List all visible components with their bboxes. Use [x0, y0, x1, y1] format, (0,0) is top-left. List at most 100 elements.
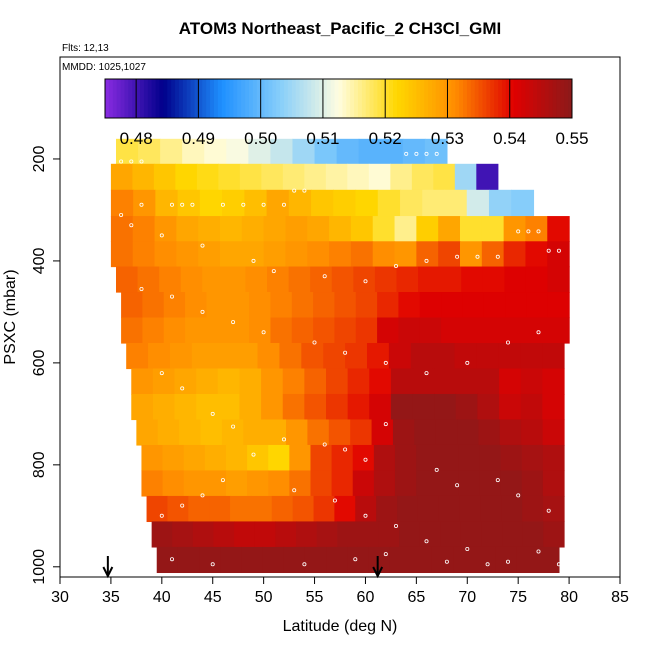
heatmap-cell: [372, 241, 396, 268]
heatmap-cell: [371, 419, 394, 446]
colorbar-swatch: [431, 79, 437, 118]
heatmap-cell: [438, 241, 461, 268]
observation-point: [343, 447, 348, 452]
heatmap-cell: [424, 138, 448, 165]
heatmap-cell: [213, 343, 237, 370]
heatmap-cell: [350, 241, 374, 268]
heatmap-cell: [279, 343, 302, 370]
heatmap-cell: [239, 163, 262, 191]
heatmap-cell: [455, 368, 479, 395]
heatmap-cell: [137, 266, 160, 293]
heatmap-cell: [121, 317, 144, 344]
heatmap-cell: [537, 546, 560, 574]
colorbar-tick-label: 0.55: [555, 129, 588, 148]
heatmap-cell: [314, 138, 338, 165]
colorbar-swatch: [307, 79, 312, 118]
heatmap-cell: [398, 292, 421, 319]
heatmap-cell: [437, 444, 459, 472]
heatmap-cell: [388, 343, 412, 370]
heatmap-cell: [200, 419, 223, 446]
heatmap-cell: [185, 292, 208, 319]
colorbar-swatch: [108, 79, 114, 118]
heatmap-cell: [182, 138, 205, 165]
colorbar-swatch: [412, 79, 417, 118]
colorbar-swatch: [237, 79, 242, 118]
colorbar-swatch: [190, 79, 196, 118]
heatmap-cell: [202, 266, 225, 293]
heatmap-cell: [437, 470, 459, 497]
heatmap-cell: [160, 138, 183, 165]
heatmap-cell: [520, 343, 543, 370]
colorbar-swatch: [299, 79, 304, 118]
x-tick-label: 45: [204, 589, 222, 606]
heatmap-cell: [177, 546, 200, 574]
heatmap-cell: [495, 546, 518, 574]
colorbar-swatch: [560, 79, 565, 118]
observation-point: [322, 274, 327, 279]
heatmap-cell: [177, 189, 201, 217]
heatmap-cell: [432, 343, 456, 370]
heatmap-cell: [275, 521, 297, 548]
heatmap-cell: [133, 189, 156, 217]
colorbar-swatch: [276, 79, 281, 118]
colorbar-swatch: [533, 79, 538, 118]
colorbar-swatch: [498, 79, 503, 118]
observation-point: [343, 350, 348, 355]
heatmap-cell: [390, 393, 414, 421]
x-tick-label: 85: [611, 589, 629, 606]
heatmap-cell: [390, 163, 413, 191]
colorbar-swatch: [225, 79, 231, 118]
heatmap-cell: [307, 216, 330, 242]
heatmap-cell: [304, 546, 327, 574]
colorbar-swatch: [295, 79, 301, 118]
colorbar-swatch: [326, 79, 332, 118]
y-axis: 200 400 600 800 1000: [31, 146, 60, 585]
observation-point: [455, 254, 460, 259]
colorbar-swatch: [128, 79, 133, 118]
colorbar-swatch: [112, 79, 118, 118]
colorbar-swatch: [439, 79, 445, 118]
colorbar-swatch: [505, 79, 511, 118]
observation-point: [516, 493, 521, 498]
heatmap-cell: [422, 189, 446, 217]
observation-point: [495, 478, 500, 483]
observation-point: [424, 151, 429, 156]
heatmap-cell: [155, 189, 179, 217]
colorbar-swatch: [548, 79, 554, 118]
heatmap-cell: [501, 495, 523, 523]
colorbar-swatch: [357, 79, 363, 118]
heatmap-cell: [520, 393, 543, 421]
x-axis-label: Latitude (deg N): [283, 618, 398, 635]
heatmap-cell: [352, 444, 375, 472]
observation-point: [363, 279, 368, 284]
heatmap-cell: [159, 266, 182, 293]
observation-point: [404, 151, 409, 156]
colorbar-swatch: [400, 79, 406, 118]
heatmap-cell: [220, 241, 243, 268]
observation-point: [210, 411, 215, 416]
heatmap-cell: [516, 546, 539, 574]
heatmap-cell: [250, 495, 273, 523]
heatmap-cell: [288, 266, 311, 293]
colorbar-swatch: [385, 79, 390, 118]
heatmap-cell: [438, 495, 461, 523]
heatmap-cell: [282, 368, 305, 395]
observation-point: [220, 202, 225, 207]
heatmap-cell: [352, 470, 375, 497]
colorbar-swatch: [525, 79, 530, 118]
colorbar-swatch: [494, 79, 499, 118]
heatmap-cell: [376, 495, 398, 523]
heatmap-cell: [179, 419, 202, 446]
heatmap-cell: [526, 292, 549, 319]
heatmap-cell: [433, 163, 456, 191]
x-tick-label: 55: [306, 589, 324, 606]
colorbar-swatch: [210, 79, 215, 118]
colorbar-swatch: [116, 79, 122, 118]
colorbar-swatch: [198, 79, 203, 118]
observation-point: [169, 557, 174, 562]
colorbar-swatch: [155, 79, 160, 118]
heatmap-cell: [547, 241, 570, 268]
heatmap-cell: [230, 495, 252, 523]
colorbar-swatch: [132, 79, 137, 118]
heatmap-cell: [526, 317, 549, 344]
